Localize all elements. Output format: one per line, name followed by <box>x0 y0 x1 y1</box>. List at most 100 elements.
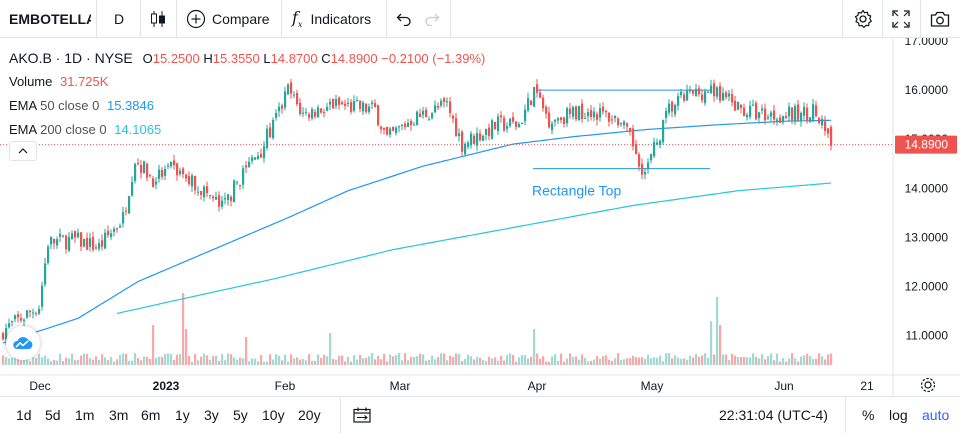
legend-collapse-button[interactable] <box>9 141 37 161</box>
clock-timezone[interactable]: 22:31:04 (UTC-4) <box>719 407 828 423</box>
candle-body[interactable] <box>653 142 656 157</box>
candle-body[interactable] <box>107 231 110 236</box>
candle-body[interactable] <box>254 157 257 160</box>
candle-body[interactable] <box>551 123 554 131</box>
candle-body[interactable] <box>659 140 662 146</box>
candle-body[interactable] <box>800 112 803 122</box>
candle-body[interactable] <box>698 88 701 95</box>
candle-body[interactable] <box>548 112 551 128</box>
candle-body[interactable] <box>677 96 680 106</box>
candle-body[interactable] <box>35 313 38 315</box>
candle-body[interactable] <box>368 106 371 112</box>
candle-body[interactable] <box>149 174 152 176</box>
candle-body[interactable] <box>362 102 365 112</box>
candle-body[interactable] <box>671 101 674 112</box>
candle-body[interactable] <box>68 237 71 251</box>
ema200-line[interactable] <box>116 182 832 315</box>
candle-body[interactable] <box>128 196 131 214</box>
candle-body[interactable] <box>131 181 134 196</box>
tradingview-logo-button[interactable] <box>6 326 40 360</box>
candle-body[interactable] <box>533 87 536 107</box>
candle-body[interactable] <box>605 110 608 113</box>
candle-body[interactable] <box>575 106 578 120</box>
candle-body[interactable] <box>776 119 779 122</box>
candle-body[interactable] <box>767 117 770 119</box>
candle-body[interactable] <box>194 175 197 191</box>
candle-body[interactable] <box>260 153 263 158</box>
candle-body[interactable] <box>350 102 353 112</box>
candle-body[interactable] <box>191 175 194 187</box>
candle-body[interactable] <box>587 112 590 117</box>
candle-body[interactable] <box>524 109 527 122</box>
candle-body[interactable] <box>401 124 404 126</box>
candle-body[interactable] <box>569 108 572 114</box>
candle-body[interactable] <box>584 117 587 119</box>
candle-body[interactable] <box>332 98 335 109</box>
candle-body[interactable] <box>122 212 125 224</box>
candle-body[interactable] <box>101 240 104 247</box>
candle-body[interactable] <box>788 106 791 117</box>
candle-body[interactable] <box>518 124 521 127</box>
candle-body[interactable] <box>8 323 11 328</box>
candle-body[interactable] <box>44 263 47 285</box>
candle-body[interactable] <box>722 93 725 101</box>
candle-body[interactable] <box>530 100 533 106</box>
candle-body[interactable] <box>761 108 764 111</box>
candle-body[interactable] <box>830 126 833 146</box>
candle-body[interactable] <box>50 236 53 245</box>
snapshot-button[interactable] <box>930 0 950 38</box>
legend-main-series[interactable]: AKO.B · 1D · NYSE O15.2500 H15.3550 L14.… <box>9 50 486 66</box>
candle-body[interactable] <box>452 115 455 119</box>
candle-body[interactable] <box>413 124 416 126</box>
candle-body[interactable] <box>335 99 338 107</box>
candle-body[interactable] <box>485 128 488 136</box>
candle-body[interactable] <box>290 82 293 94</box>
candle-body[interactable] <box>317 107 320 118</box>
candle-body[interactable] <box>629 127 632 131</box>
candle-body[interactable] <box>623 121 626 126</box>
candle-body[interactable] <box>326 106 329 111</box>
candle-body[interactable] <box>92 236 95 250</box>
candle-body[interactable] <box>143 161 146 173</box>
percent-scale-toggle[interactable]: % <box>862 407 875 423</box>
candle-body[interactable] <box>539 92 542 98</box>
candle-body[interactable] <box>701 94 704 101</box>
candle-body[interactable] <box>314 111 317 117</box>
candle-body[interactable] <box>185 174 188 179</box>
candle-body[interactable] <box>224 198 227 200</box>
candle-body[interactable] <box>431 113 434 119</box>
candle-body[interactable] <box>38 308 41 314</box>
candle-body[interactable] <box>251 157 254 161</box>
candle-body[interactable] <box>512 117 515 122</box>
candle-body[interactable] <box>554 119 557 122</box>
candle-body[interactable] <box>80 232 83 247</box>
candle-body[interactable] <box>464 143 467 155</box>
candle-body[interactable] <box>797 104 800 120</box>
candle-body[interactable] <box>542 97 545 109</box>
candle-body[interactable] <box>503 117 506 131</box>
candle-body[interactable] <box>164 169 167 176</box>
candle-body[interactable] <box>155 181 158 185</box>
candle-body[interactable] <box>635 143 638 155</box>
candle-body[interactable] <box>662 119 665 143</box>
candle-body[interactable] <box>728 93 731 97</box>
candle-body[interactable] <box>11 320 14 323</box>
candle-body[interactable] <box>440 100 443 106</box>
candle-body[interactable] <box>446 101 449 103</box>
candle-body[interactable] <box>494 121 497 130</box>
range-button-3m[interactable]: 3m <box>109 407 129 423</box>
candle-body[interactable] <box>380 126 383 130</box>
last-price-badge[interactable] <box>895 135 957 154</box>
candle-body[interactable] <box>572 107 575 117</box>
candle-body[interactable] <box>455 118 458 137</box>
candle-body[interactable] <box>611 119 614 121</box>
candle-body[interactable] <box>170 161 173 167</box>
candle-body[interactable] <box>341 102 344 105</box>
candle-body[interactable] <box>647 162 650 170</box>
candle-body[interactable] <box>734 100 737 111</box>
candle-body[interactable] <box>812 104 815 120</box>
undo-button[interactable] <box>396 0 412 38</box>
candle-body[interactable] <box>311 109 314 119</box>
candle-body[interactable] <box>86 237 89 250</box>
candle-body[interactable] <box>218 195 221 207</box>
